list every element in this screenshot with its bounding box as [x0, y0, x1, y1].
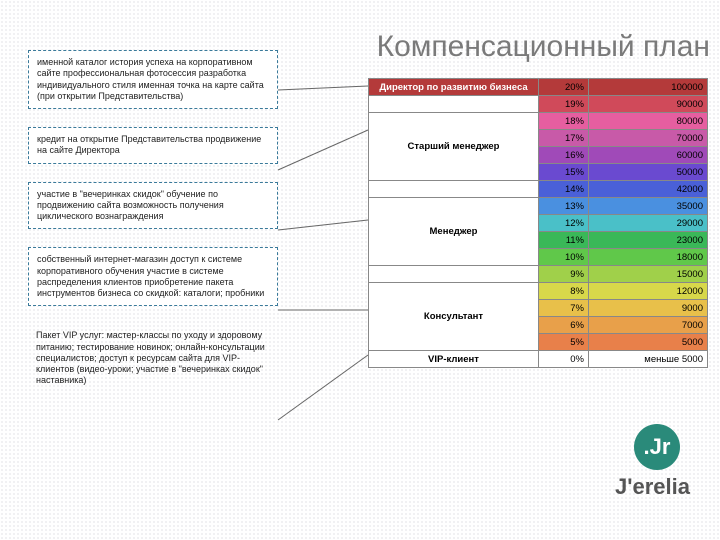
pct-cell: 13%	[539, 198, 589, 215]
value-cell: 7000	[589, 317, 708, 334]
value-cell: 35000	[589, 198, 708, 215]
pct-cell: 7%	[539, 300, 589, 317]
pct-cell: 17%	[539, 130, 589, 147]
value-cell: 23000	[589, 232, 708, 249]
value-cell: 42000	[589, 181, 708, 198]
role-cell	[369, 266, 539, 283]
pct-cell: 15%	[539, 164, 589, 181]
page-title: Компенсационный план	[377, 30, 710, 64]
value-cell: 60000	[589, 147, 708, 164]
pct-cell: 14%	[539, 181, 589, 198]
value-cell: 70000	[589, 130, 708, 147]
pct-cell: 10%	[539, 249, 589, 266]
info-box-2: кредит на открытие Представительства про…	[28, 127, 278, 164]
compensation-table: Директор по развитию бизнеса20%10000019%…	[368, 78, 708, 368]
role-cell	[369, 181, 539, 198]
pct-cell: 18%	[539, 113, 589, 130]
pct-cell: 9%	[539, 266, 589, 283]
value-cell: 100000	[589, 79, 708, 96]
value-cell: 5000	[589, 334, 708, 351]
role-cell: Старший менеджер	[369, 113, 539, 181]
pct-cell: 6%	[539, 317, 589, 334]
value-cell: 80000	[589, 113, 708, 130]
role-cell: Директор по развитию бизнеса	[369, 79, 539, 96]
pct-cell: 19%	[539, 96, 589, 113]
pct-cell: 16%	[539, 147, 589, 164]
pct-cell: 8%	[539, 283, 589, 300]
info-box-5: Пакет VIP услуг: мастер-классы по уходу …	[28, 324, 278, 392]
pct-cell: 0%	[539, 351, 589, 368]
role-cell: Консультант	[369, 283, 539, 351]
pct-cell: 11%	[539, 232, 589, 249]
value-cell: 15000	[589, 266, 708, 283]
info-box-4: собственный интернет-магазин доступ к си…	[28, 247, 278, 306]
brand-logo: .Jr	[634, 424, 680, 470]
brand-name: J'erelia	[615, 474, 690, 500]
role-cell: VIP-клиент	[369, 351, 539, 368]
value-cell: 9000	[589, 300, 708, 317]
value-cell: 12000	[589, 283, 708, 300]
value-cell: 29000	[589, 215, 708, 232]
pct-cell: 5%	[539, 334, 589, 351]
role-cell	[369, 96, 539, 113]
role-cell: Менеджер	[369, 198, 539, 266]
value-cell: 18000	[589, 249, 708, 266]
pct-cell: 12%	[539, 215, 589, 232]
info-box-3: участие в "вечеринках скидок" обучение п…	[28, 182, 278, 230]
left-info-boxes: именной каталог история успеха на корпор…	[28, 50, 278, 411]
value-cell: 50000	[589, 164, 708, 181]
value-cell: меньше 5000	[589, 351, 708, 368]
value-cell: 90000	[589, 96, 708, 113]
info-box-1: именной каталог история успеха на корпор…	[28, 50, 278, 109]
pct-cell: 20%	[539, 79, 589, 96]
